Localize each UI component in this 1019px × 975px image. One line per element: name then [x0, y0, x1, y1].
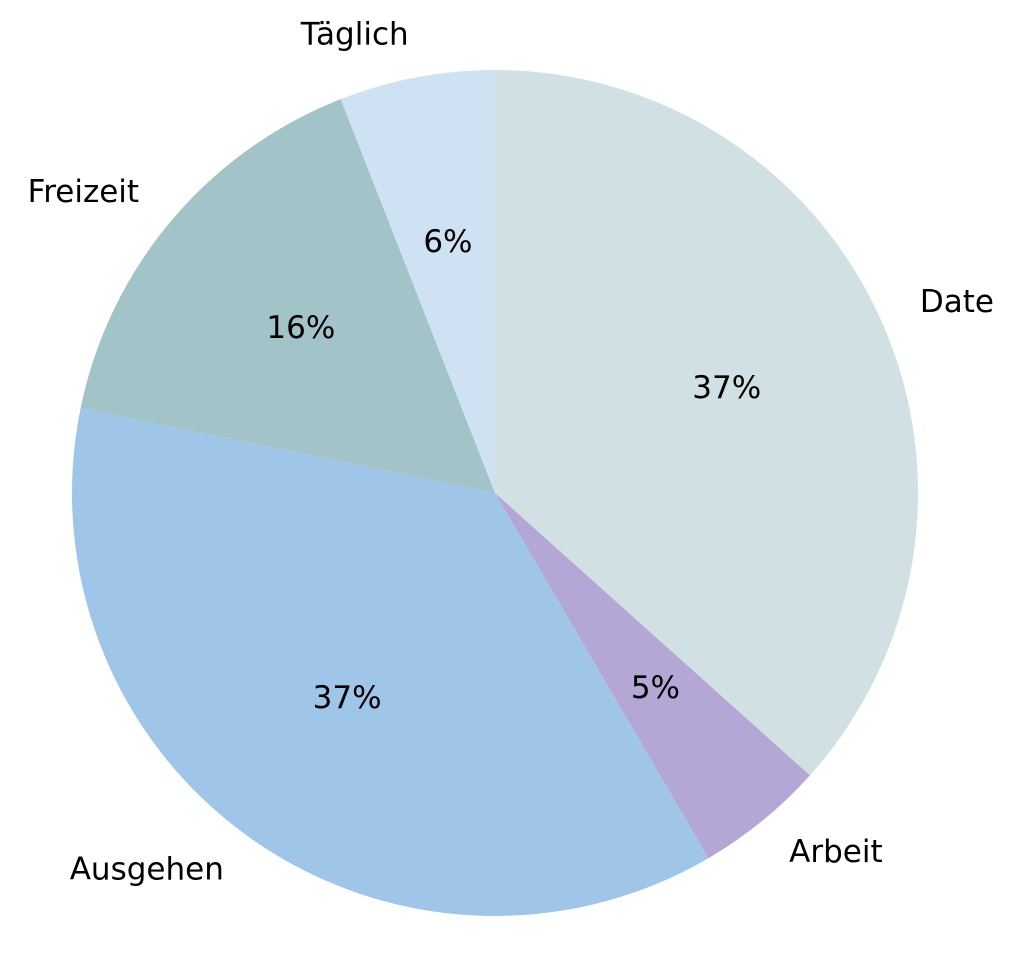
slice-percent-ausgehen: 37% [313, 680, 382, 716]
slice-label-freizeit: Freizeit [28, 174, 139, 210]
pie-slice-täglich [340, 70, 495, 493]
pie-slice-ausgehen [71, 408, 709, 916]
pie-labels: Date 37% Arbeit 5% Ausgehen 37% Freizeit 16% Täg… [28, 16, 994, 887]
pie-slices [71, 70, 919, 916]
slice-percent-täglich: 6% [423, 224, 472, 260]
slice-percent-date: 37% [692, 370, 761, 406]
slice-percent-freizeit: 16% [266, 310, 335, 346]
pie-slice-date [495, 70, 919, 776]
pie-slice-arbeit [495, 493, 810, 859]
pie-slice-freizeit [80, 99, 496, 493]
slice-percent-arbeit: 5% [631, 670, 680, 706]
slice-label-täglich: Täglich [300, 16, 409, 52]
slice-label-ausgehen: Ausgehen [70, 852, 224, 888]
slice-label-arbeit: Arbeit [789, 834, 882, 870]
slice-label-date: Date [920, 284, 994, 320]
